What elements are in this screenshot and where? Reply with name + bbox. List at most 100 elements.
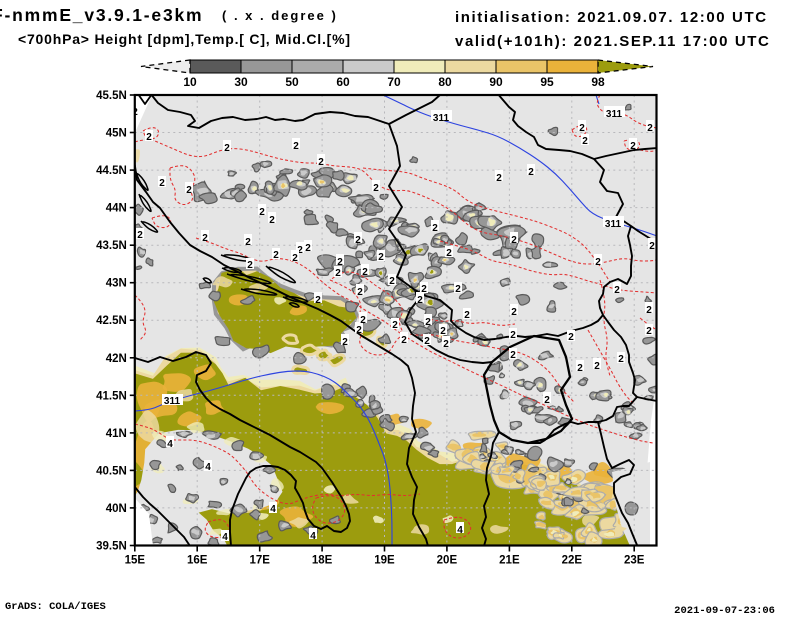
svg-text:4: 4	[457, 525, 463, 536]
svg-text:311: 311	[164, 396, 181, 407]
svg-text:45N: 45N	[106, 128, 127, 140]
svg-text:2: 2	[342, 337, 348, 348]
svg-text:2: 2	[159, 178, 165, 189]
svg-text:2: 2	[392, 320, 398, 331]
svg-text:18E: 18E	[312, 555, 333, 567]
svg-text:2: 2	[455, 284, 461, 295]
svg-text:2: 2	[355, 235, 361, 246]
svg-text:2: 2	[297, 245, 303, 256]
svg-text:95: 95	[540, 75, 554, 89]
svg-text:2: 2	[202, 233, 208, 244]
svg-text:2: 2	[496, 173, 502, 184]
svg-text:22E: 22E	[562, 555, 583, 567]
svg-text:311: 311	[605, 219, 622, 230]
svg-text:2: 2	[373, 183, 379, 194]
svg-text:60: 60	[336, 75, 350, 89]
svg-text:23E: 23E	[624, 555, 645, 567]
svg-text:44.5N: 44.5N	[96, 165, 127, 177]
svg-text:2: 2	[577, 363, 583, 374]
svg-text:2: 2	[528, 167, 534, 178]
svg-text:2: 2	[646, 326, 652, 337]
svg-text:16E: 16E	[187, 555, 208, 567]
svg-text:2: 2	[630, 141, 636, 152]
svg-text:2: 2	[356, 325, 362, 336]
svg-text:2: 2	[292, 253, 298, 264]
svg-text:2: 2	[614, 285, 620, 296]
svg-text:2: 2	[425, 317, 431, 328]
svg-text:4: 4	[205, 462, 211, 473]
svg-text:2: 2	[646, 305, 652, 316]
svg-text:2: 2	[269, 215, 275, 226]
svg-text:19E: 19E	[374, 555, 395, 567]
svg-text:2: 2	[337, 257, 343, 268]
svg-text:2: 2	[259, 207, 265, 218]
svg-text:39.5N: 39.5N	[96, 541, 127, 553]
svg-text:2: 2	[582, 136, 588, 147]
svg-text:4: 4	[222, 532, 228, 543]
svg-text:2: 2	[510, 350, 516, 361]
svg-text:40.5N: 40.5N	[96, 465, 127, 477]
svg-text:2021-09-07-23:06: 2021-09-07-23:06	[674, 605, 775, 617]
svg-text:17E: 17E	[249, 555, 270, 567]
svg-text:42N: 42N	[106, 353, 127, 365]
svg-text:2: 2	[224, 143, 230, 154]
svg-text:311: 311	[433, 113, 450, 124]
svg-text:2: 2	[132, 107, 138, 118]
svg-text:45.5N: 45.5N	[96, 90, 127, 102]
svg-text:43N: 43N	[106, 278, 127, 290]
svg-text:2: 2	[424, 336, 430, 347]
svg-text:2: 2	[378, 252, 384, 263]
svg-text:2: 2	[389, 276, 395, 287]
svg-text:2: 2	[568, 332, 574, 343]
svg-text:2: 2	[186, 185, 192, 196]
svg-text:( . x . degree ): ( . x . degree )	[222, 8, 338, 23]
svg-text:2: 2	[618, 354, 624, 365]
svg-text:2: 2	[360, 315, 366, 326]
svg-text:2: 2	[315, 295, 321, 306]
svg-text:2: 2	[362, 267, 368, 278]
svg-text:2: 2	[510, 330, 516, 341]
svg-text:2: 2	[305, 243, 311, 254]
svg-text:41N: 41N	[106, 428, 127, 440]
svg-text:2: 2	[647, 123, 653, 134]
svg-text:2: 2	[318, 157, 324, 168]
svg-text:initialisation: 2021.09.07. 1: initialisation: 2021.09.07. 12:00 UTC	[455, 9, 768, 26]
svg-text:2: 2	[440, 326, 446, 337]
svg-text:15E: 15E	[125, 555, 146, 567]
svg-text:10: 10	[183, 75, 197, 89]
svg-text:2: 2	[544, 395, 550, 406]
svg-text:2: 2	[245, 237, 251, 248]
svg-text:50: 50	[285, 75, 299, 89]
svg-text:70: 70	[387, 75, 401, 89]
svg-text:2: 2	[293, 141, 299, 152]
svg-text:43.5N: 43.5N	[96, 240, 127, 252]
svg-text:2: 2	[401, 335, 407, 346]
svg-text:F-nmmE_v3.9.1-e3km: F-nmmE_v3.9.1-e3km	[0, 5, 203, 25]
svg-text:2: 2	[335, 268, 341, 279]
svg-text:2: 2	[357, 287, 363, 298]
svg-text:42.5N: 42.5N	[96, 315, 127, 327]
svg-text:30: 30	[234, 75, 248, 89]
svg-text:2: 2	[595, 257, 601, 268]
svg-text:4: 4	[310, 531, 316, 542]
svg-text:2: 2	[137, 230, 143, 241]
svg-text:80: 80	[438, 75, 452, 89]
svg-text:valid(+101h): 2021.SEP.11 17:0: valid(+101h): 2021.SEP.11 17:00 UTC	[455, 33, 770, 50]
svg-text:2: 2	[511, 307, 517, 318]
svg-text:2: 2	[649, 241, 655, 252]
svg-text:2: 2	[421, 284, 427, 295]
svg-text:2: 2	[443, 339, 449, 350]
svg-text:2: 2	[446, 248, 452, 259]
svg-text:2: 2	[464, 310, 470, 321]
svg-text:2: 2	[432, 223, 438, 234]
svg-text:98: 98	[591, 75, 605, 89]
svg-text:2: 2	[146, 132, 152, 143]
svg-text:40N: 40N	[106, 503, 127, 515]
svg-text:<700hPa> Height [dpm],Temp.[ C: <700hPa> Height [dpm],Temp.[ C], Mid.Cl.…	[18, 31, 351, 47]
svg-text:2: 2	[594, 361, 600, 372]
svg-text:44N: 44N	[106, 203, 127, 215]
svg-text:21E: 21E	[499, 555, 520, 567]
svg-text:2: 2	[273, 250, 279, 261]
svg-text:4: 4	[167, 439, 173, 450]
svg-text:4: 4	[270, 504, 276, 515]
